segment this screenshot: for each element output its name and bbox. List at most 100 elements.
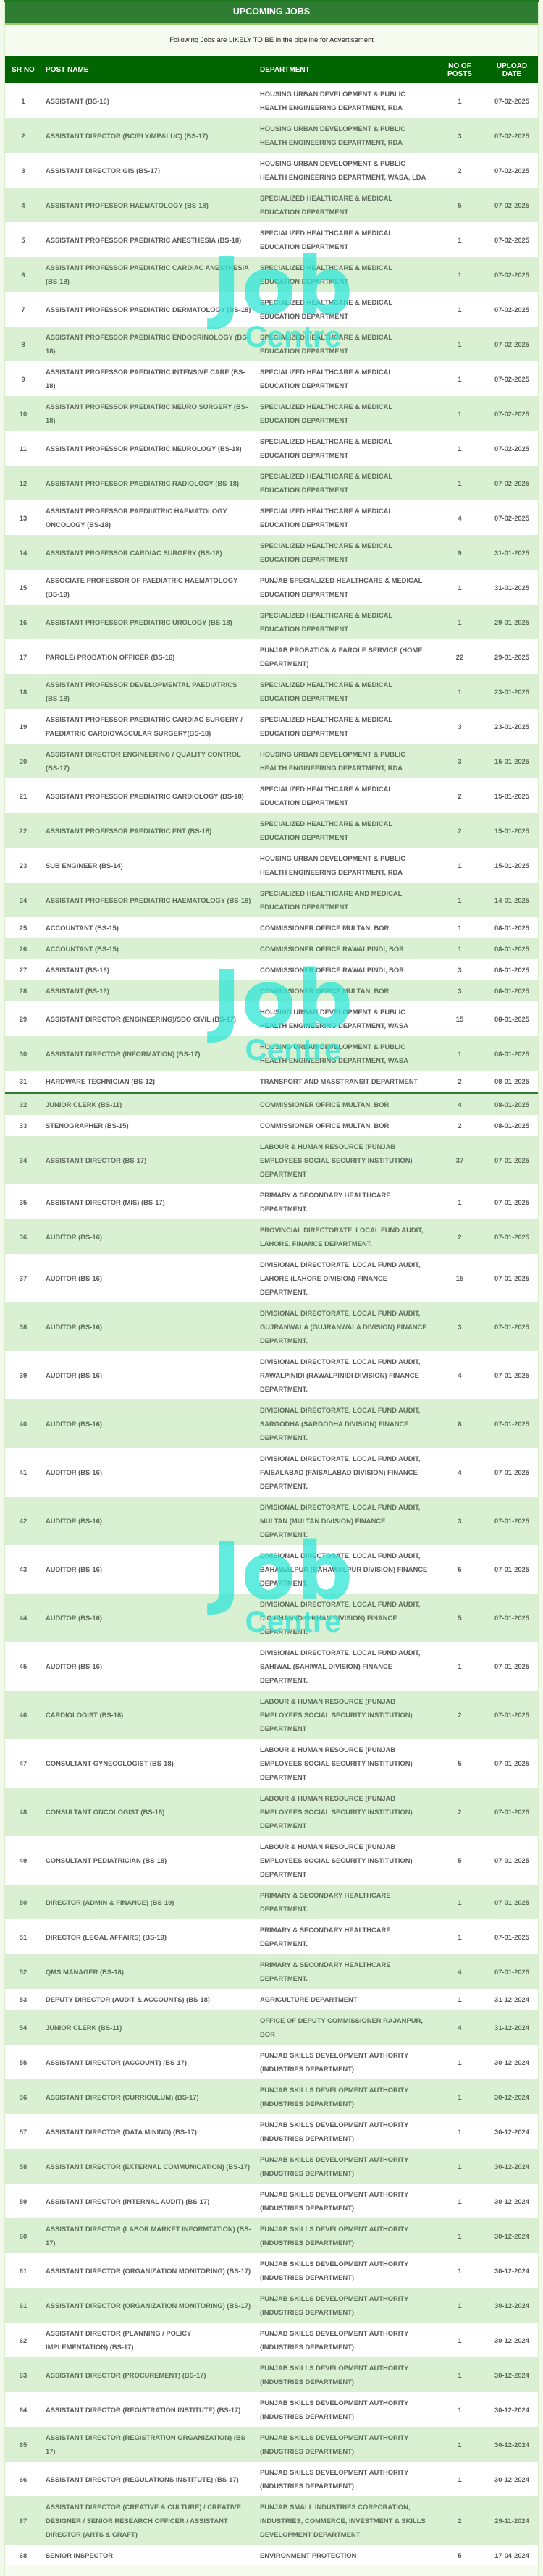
cell-upload-date: 07-01-2025 bbox=[486, 1954, 538, 1989]
cell-sr-no: 33 bbox=[5, 1115, 41, 1136]
cell-sr-no: 52 bbox=[5, 1954, 41, 1989]
table-row: 41 AUDITOR (BS-16) DIVISIONAL DIRECTORATE,… bbox=[5, 1448, 538, 1497]
cell-department: HOUSING URBAN DEVELOPMENT & PUBLIC HEALT… bbox=[256, 1001, 434, 1036]
cell-department: HOUSING URBAN DEVELOPMENT & PUBLIC HEALT… bbox=[256, 1036, 434, 1071]
cell-upload-date: 30-12-2024 bbox=[486, 2184, 538, 2218]
table-row: 51 DIRECTOR (LEGAL AFFAIRS) (BS-19) PRIMAR… bbox=[5, 1919, 538, 1954]
cell-department: PUNJAB SMALL INDUSTRIES CORPORATION, IND… bbox=[256, 2496, 434, 2545]
table-row: 10 ASSISTANT PROFESSOR PAEDIATRIC NEURO S… bbox=[5, 396, 538, 431]
cell-sr-no: 4 bbox=[5, 188, 41, 222]
cell-department: DIVISIONAL DIRECTORATE, LOCAL FUND AUDIT… bbox=[256, 1399, 434, 1448]
cell-sr-no: 61 bbox=[5, 2253, 41, 2288]
cell-department: DIVISIONAL DIRECTORATE, LOCAL FUND AUDIT… bbox=[256, 1254, 434, 1302]
cell-upload-date: 30-12-2024 bbox=[486, 2218, 538, 2253]
cell-post-name: ACCOUNTANT (BS-15) bbox=[41, 917, 256, 938]
table-row: 7 ASSISTANT PROFESSOR PAEDIATRIC DERMATOL… bbox=[5, 292, 538, 327]
cell-upload-date: 08-01-2025 bbox=[486, 959, 538, 980]
upcoming-jobs-panel: UPCOMING JOBS Following Jobs are LIKELY … bbox=[4, 2, 539, 2576]
cell-post-name: CARDIOLOGIST (BS-18) bbox=[41, 1691, 256, 1739]
cell-sr-no: 60 bbox=[5, 2218, 41, 2253]
cell-post-name: ASSISTANT DIRECTOR (PLANNING / POLICY IM… bbox=[41, 2323, 256, 2357]
cell-upload-date: 30-12-2024 bbox=[486, 2323, 538, 2357]
cell-department: SPECIALIZED HEALTHCARE & MEDICAL EDUCATI… bbox=[256, 674, 434, 709]
cell-sr-no: 50 bbox=[5, 1885, 41, 1919]
cell-post-name: ASSISTANT PROFESSOR PAEDIATRIC CARDIOLOG… bbox=[41, 778, 256, 813]
table-row: 8 ASSISTANT PROFESSOR PAEDIATRIC ENDOCRIN… bbox=[5, 327, 538, 361]
cell-sr-no: 14 bbox=[5, 535, 41, 570]
cell-sr-no: 63 bbox=[5, 2357, 41, 2392]
cell-no-of-posts: 1 bbox=[434, 431, 486, 466]
table-row: 66 ASSISTANT DIRECTOR (REGULATIONS INSTIT… bbox=[5, 2462, 538, 2496]
cell-sr-no: 39 bbox=[5, 1351, 41, 1399]
subtitle-emphasis: LIKELY TO BE bbox=[228, 36, 274, 44]
cell-no-of-posts: 1 bbox=[434, 2253, 486, 2288]
cell-no-of-posts: 22 bbox=[434, 639, 486, 674]
table-row: 19 ASSISTANT PROFESSOR PAEDIATRIC CARDIAC… bbox=[5, 709, 538, 744]
cell-department: COMMISSIONER OFFICE MULTAN, BOR bbox=[256, 1092, 434, 1115]
cell-no-of-posts: 2 bbox=[434, 153, 486, 188]
cell-sr-no: 54 bbox=[5, 2010, 41, 2045]
cell-no-of-posts: 1 bbox=[434, 2218, 486, 2253]
cell-no-of-posts: 1 bbox=[434, 83, 486, 118]
cell-post-name: ASSISTANT DIRECTOR (CURRICULUM) (BS-17) bbox=[41, 2079, 256, 2114]
table-row: 2 ASSISTANT DIRECTOR (BC/PLY/MP&LUC) (BS-… bbox=[5, 118, 538, 153]
cell-department: LABOUR & HUMAN RESOURCE (PUNJAB EMPLOYEE… bbox=[256, 1739, 434, 1788]
cell-post-name: ASSISTANT PROFESSOR PAEDIATRIC INTENSIVE… bbox=[41, 361, 256, 396]
cell-sr-no: 29 bbox=[5, 1001, 41, 1036]
cell-department: PUNJAB SKILLS DEVELOPMENT AUTHORITY (IND… bbox=[256, 2149, 434, 2184]
cell-sr-no: 3 bbox=[5, 153, 41, 188]
cell-sr-no: 40 bbox=[5, 1399, 41, 1448]
cell-post-name: ASSISTANT PROFESSOR PAEDIATRIC HAEMATOLO… bbox=[41, 883, 256, 917]
cell-post-name: AUDITOR (BS-16) bbox=[41, 1497, 256, 1545]
table-row: 28 ASSISTANT (BS-16) COMMISSIONER OFFICE M… bbox=[5, 980, 538, 1001]
cell-sr-no: 25 bbox=[5, 917, 41, 938]
cell-department: SPECIALIZED HEALTHCARE & MEDICAL EDUCATI… bbox=[256, 709, 434, 744]
cell-sr-no: 6 bbox=[5, 257, 41, 292]
cell-post-name: ASSISTANT DIRECTOR (CREATIVE & CULTURE) … bbox=[41, 2496, 256, 2545]
cell-department: PUNJAB SKILLS DEVELOPMENT AUTHORITY (IND… bbox=[256, 2253, 434, 2288]
cell-upload-date: 07-01-2025 bbox=[486, 1739, 538, 1788]
table-row: 26 ACCOUNTANT (BS-15) COMMISSIONER OFFICE … bbox=[5, 938, 538, 959]
cell-upload-date: 31-01-2025 bbox=[486, 570, 538, 605]
table-row: 67 ASSISTANT DIRECTOR (CREATIVE & CULTURE… bbox=[5, 2496, 538, 2545]
cell-sr-no: 37 bbox=[5, 1254, 41, 1302]
cell-upload-date: 29-11-2024 bbox=[486, 2496, 538, 2545]
cell-department: SPECIALIZED HEALTHCARE & MEDICAL EDUCATI… bbox=[256, 327, 434, 361]
cell-department: SPECIALIZED HEALTHCARE & MEDICAL EDUCATI… bbox=[256, 466, 434, 500]
cell-no-of-posts: 1 bbox=[434, 938, 486, 959]
cell-no-of-posts: 2 bbox=[434, 1219, 486, 1254]
cell-sr-no: 10 bbox=[5, 396, 41, 431]
cell-department: PUNJAB SKILLS DEVELOPMENT AUTHORITY (IND… bbox=[256, 2427, 434, 2462]
cell-post-name: JUNIOR CLERK (BS-11) bbox=[41, 1092, 256, 1115]
table-row: 13 ASSISTANT PROFESSOR PAEDIIATRIC HAEMAT… bbox=[5, 500, 538, 535]
cell-sr-no: 11 bbox=[5, 431, 41, 466]
cell-post-name: ASSISTANT PROFESSOR PAEDIATRIC UROLOGY (… bbox=[41, 605, 256, 639]
cell-department: PRIMARY & SECONDARY HEALTHCARE DEPARTMEN… bbox=[256, 1919, 434, 1954]
table-row: 33 STENOGRAPHER (BS-15) COMMISSIONER OFFIC… bbox=[5, 1115, 538, 1136]
cell-upload-date: 07-01-2025 bbox=[486, 1136, 538, 1184]
cell-no-of-posts: 1 bbox=[434, 2288, 486, 2323]
cell-department: PRIMARY & SECONDARY HEALTHCARE DEPARTMEN… bbox=[256, 1885, 434, 1919]
cell-department: TRANSPORT AND MASSTRANSIT DEPARTMENT bbox=[256, 1071, 434, 1093]
cell-upload-date: 08-01-2025 bbox=[486, 917, 538, 938]
cell-sr-no: 19 bbox=[5, 709, 41, 744]
cell-post-name: ASSISTANT PROFESSOR CARDIAC SURGERY (BS-… bbox=[41, 535, 256, 570]
cell-department: DIVISIONAL DIRECTORATE, LOCAL FUND AUDIT… bbox=[256, 1642, 434, 1691]
cell-sr-no: 57 bbox=[5, 2114, 41, 2149]
cell-no-of-posts: 1 bbox=[434, 1885, 486, 1919]
cell-department: HOUSING URBAN DEVELOPMENT & PUBLIC HEALT… bbox=[256, 848, 434, 883]
cell-department: SPECIALIZED HEALTHCARE & MEDICAL EDUCATI… bbox=[256, 361, 434, 396]
table-row: 61 ASSISTANT DIRECTOR (ORGANIZATION MONIT… bbox=[5, 2253, 538, 2288]
cell-upload-date: 07-01-2025 bbox=[486, 1919, 538, 1954]
cell-post-name: ASSISTANT DIRECTOR (REGISTRATION ORGANIZ… bbox=[41, 2427, 256, 2462]
cell-no-of-posts: 1 bbox=[434, 327, 486, 361]
cell-upload-date: 07-02-2025 bbox=[486, 466, 538, 500]
cell-upload-date: 07-02-2025 bbox=[486, 222, 538, 257]
cell-post-name: ASSISTANT DIRECTOR (REGULATIONS INSTITUT… bbox=[41, 2462, 256, 2496]
cell-no-of-posts: 9 bbox=[434, 535, 486, 570]
cell-upload-date: 31-01-2025 bbox=[486, 535, 538, 570]
table-row: 22 ASSISTANT PROFESSOR PAEDIATRIC ENT (BS… bbox=[5, 813, 538, 848]
cell-post-name: DIRECTOR (ADMIN & FINANCE) (BS-19) bbox=[41, 1885, 256, 1919]
cell-upload-date: 08-01-2025 bbox=[486, 938, 538, 959]
cell-sr-no: 46 bbox=[5, 1691, 41, 1739]
